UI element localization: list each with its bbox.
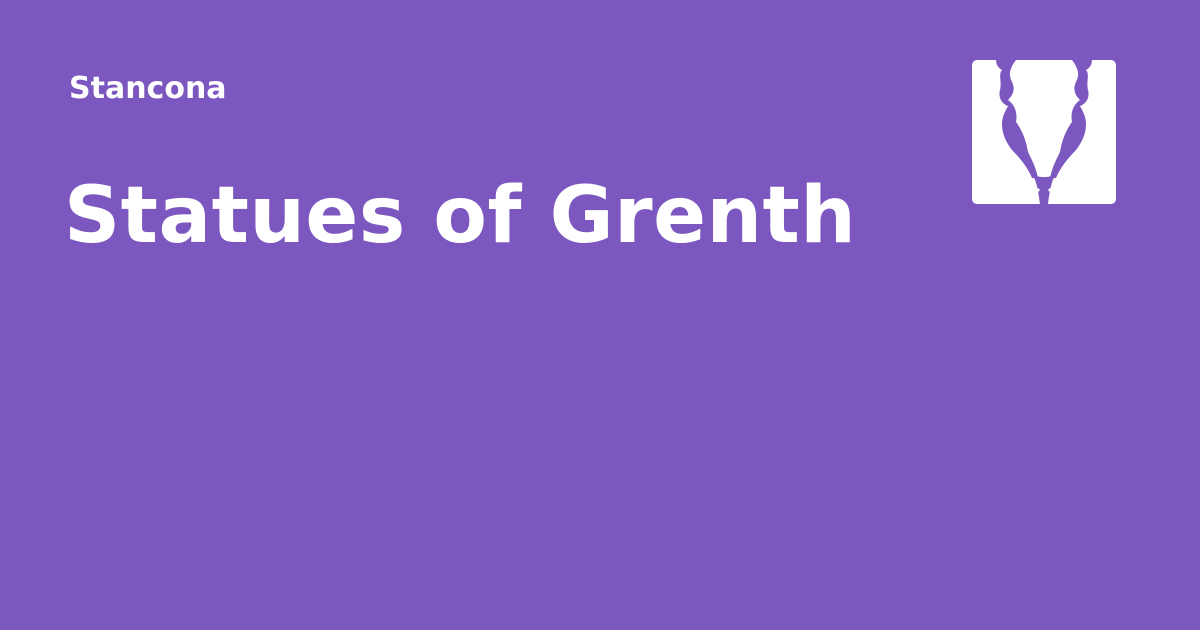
site-name: Stancona: [69, 71, 227, 106]
dragon-head-icon: [972, 60, 1116, 204]
page-title: Statues of Grenth: [64, 171, 857, 261]
